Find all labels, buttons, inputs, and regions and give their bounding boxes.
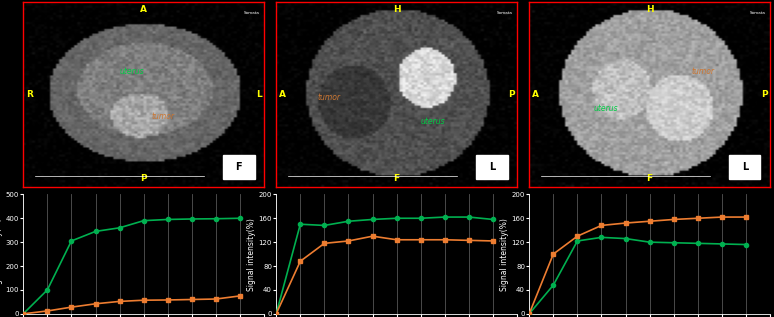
Text: b: b: [266, 2, 276, 15]
Text: c: c: [519, 2, 527, 15]
Text: R: R: [26, 90, 33, 99]
Text: Somata: Somata: [496, 11, 512, 15]
Text: P: P: [761, 90, 768, 99]
Text: L: L: [741, 162, 748, 172]
Bar: [223, 155, 255, 179]
Text: H: H: [646, 5, 653, 14]
Y-axis label: Signal intensity(%): Signal intensity(%): [247, 218, 255, 291]
Text: P: P: [140, 174, 147, 183]
Text: F: F: [235, 162, 242, 172]
Text: F: F: [646, 174, 652, 183]
Text: uterus: uterus: [594, 105, 618, 113]
Text: P: P: [508, 90, 515, 99]
Y-axis label: Signal intensity(%): Signal intensity(%): [0, 218, 3, 291]
Y-axis label: Signal intensity(%): Signal intensity(%): [500, 218, 509, 291]
Bar: [729, 155, 761, 179]
Text: Somata: Somata: [749, 11, 765, 15]
Text: H: H: [393, 5, 400, 14]
Text: A: A: [532, 90, 539, 99]
Text: F: F: [394, 174, 399, 183]
Text: A: A: [140, 5, 147, 14]
Text: L: L: [488, 162, 495, 172]
Text: uterus: uterus: [119, 68, 144, 76]
Bar: [476, 155, 508, 179]
Text: uterus: uterus: [420, 117, 445, 126]
Text: Somata: Somata: [244, 11, 259, 15]
Text: L: L: [256, 90, 262, 99]
Text: tumor: tumor: [691, 68, 714, 76]
Text: A: A: [279, 90, 286, 99]
Text: a: a: [14, 2, 22, 15]
Text: tumor: tumor: [152, 112, 174, 121]
Text: tumor: tumor: [317, 94, 341, 102]
